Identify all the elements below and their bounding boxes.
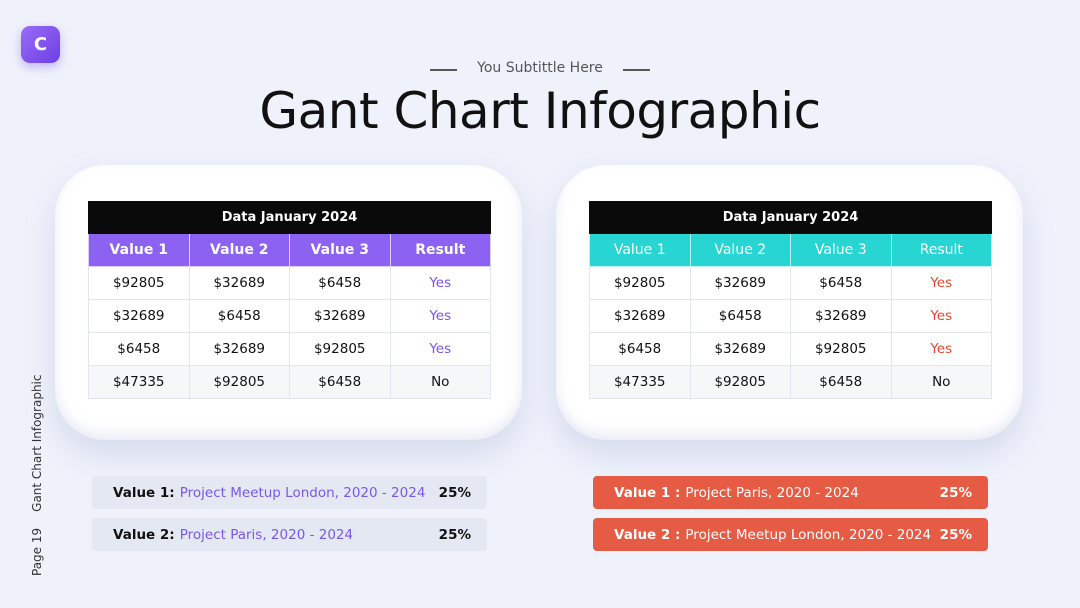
- table-row: $92805 $32689 $6458 Yes: [589, 267, 992, 300]
- legend-item: Value 1 : Project Paris, 2020 - 2024 25%: [593, 476, 988, 509]
- table-cell: Yes: [390, 333, 491, 366]
- table-cell: Yes: [891, 300, 992, 333]
- table-row: $92805 $32689 $6458 Yes: [88, 267, 491, 300]
- table-cell: $47335: [589, 366, 691, 399]
- table-title: Data January 2024: [88, 201, 491, 234]
- table-cell: $32689: [189, 333, 290, 366]
- table-cell: Yes: [891, 333, 992, 366]
- table-row: $6458 $32689 $92805 Yes: [589, 333, 992, 366]
- column-header: Value 2: [189, 234, 290, 267]
- table-cell: $32689: [589, 300, 691, 333]
- column-header: Value 1: [88, 234, 190, 267]
- table-cell: Yes: [891, 267, 992, 300]
- table-cell: $92805: [690, 366, 791, 399]
- column-header: Result: [390, 234, 491, 267]
- subtitle: You Subtittle Here: [477, 60, 603, 76]
- table-row: $32689 $6458 $32689 Yes: [589, 300, 992, 333]
- title: Gant Chart Infographic: [259, 82, 821, 140]
- side-label: Page 19 Gant Chart Infographic: [30, 374, 44, 576]
- legend-value: 25%: [438, 526, 471, 543]
- table-cell: Yes: [390, 300, 491, 333]
- header-row: Value 1 Value 2 Value 3 Result: [589, 234, 992, 267]
- legend-label: Value 2:: [113, 526, 175, 543]
- table-cell: No: [390, 366, 491, 399]
- column-header: Value 3: [290, 234, 391, 267]
- page-number: Page 19: [30, 527, 44, 576]
- table-cell: $92805: [88, 267, 190, 300]
- table-cell: $6458: [589, 333, 691, 366]
- legend-value: 25%: [939, 526, 972, 543]
- legend-text: Project Meetup London, 2020 - 2024: [685, 526, 932, 543]
- table-cell: $32689: [88, 300, 190, 333]
- table: Data January 2024 Value 1 Value 2 Value 3 Re…: [589, 201, 992, 399]
- legend-text: Project Meetup London, 2020 - 2024: [179, 484, 426, 501]
- legend-item: Value 2 : Project Meetup London, 2020 - 2…: [593, 518, 988, 551]
- table-cell: $47335: [88, 366, 190, 399]
- logo: C: [21, 26, 60, 63]
- legend-item: Value 1: Project Meetup London, 2020 - 20…: [92, 476, 487, 509]
- legend-text: Project Paris, 2020 - 2024: [179, 526, 354, 543]
- table-cell: $32689: [690, 267, 791, 300]
- table-cell: $92805: [189, 366, 290, 399]
- table-row: $47335 $92805 $6458 No: [88, 366, 491, 399]
- table-cell: $6458: [791, 267, 892, 300]
- legend-item: Value 2: Project Paris, 2020 - 2024 25%: [92, 518, 487, 551]
- table-cell: $32689: [189, 267, 290, 300]
- table-cell: No: [891, 366, 992, 399]
- header-row: Value 1 Value 2 Value 3 Result: [88, 234, 491, 267]
- legend-label: Value 1 :: [614, 484, 681, 501]
- legend-text: Project Paris, 2020 - 2024: [685, 484, 859, 501]
- legend-label: Value 1:: [113, 484, 175, 501]
- table-cell: $92805: [290, 333, 391, 366]
- table-cell: $32689: [690, 333, 791, 366]
- legend-value: 25%: [438, 484, 471, 501]
- decor-line: [430, 69, 457, 71]
- table-cell: $6458: [189, 300, 290, 333]
- table-cell: Yes: [390, 267, 491, 300]
- table-row: $47335 $92805 $6458 No: [589, 366, 992, 399]
- table-cell: $92805: [791, 333, 892, 366]
- table-cell: $6458: [88, 333, 190, 366]
- table: Data January 2024 Value 1 Value 2 Value 3 Re…: [88, 201, 491, 399]
- column-header: Value 1: [589, 234, 691, 267]
- table-cell: $6458: [290, 267, 391, 300]
- column-header: Value 2: [690, 234, 791, 267]
- legend-label: Value 2 :: [614, 526, 681, 543]
- table-cell: $6458: [690, 300, 791, 333]
- table-cell: $6458: [791, 366, 892, 399]
- table-cell: $6458: [290, 366, 391, 399]
- decor-line: [623, 69, 650, 71]
- legend-value: 25%: [939, 484, 972, 501]
- table-cell: $92805: [589, 267, 691, 300]
- table-cell: $32689: [791, 300, 892, 333]
- side-title: Gant Chart Infographic: [30, 374, 44, 512]
- table-row: $32689 $6458 $32689 Yes: [88, 300, 491, 333]
- table-title: Data January 2024: [589, 201, 992, 234]
- column-header: Value 3: [791, 234, 892, 267]
- column-header: Result: [891, 234, 992, 267]
- table-cell: $32689: [290, 300, 391, 333]
- table-row: $6458 $32689 $92805 Yes: [88, 333, 491, 366]
